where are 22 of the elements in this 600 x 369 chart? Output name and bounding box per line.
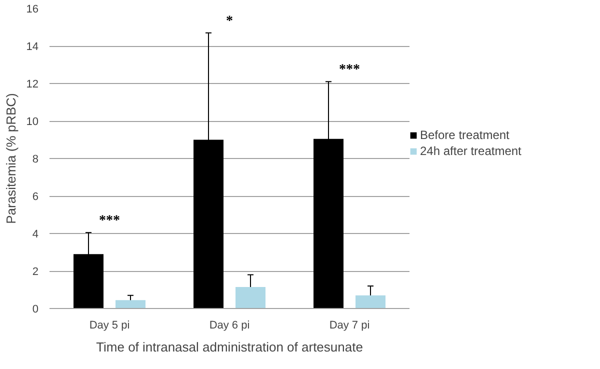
legend-label: Before treatment [420, 128, 510, 142]
y-tick-label: 14 [26, 41, 39, 53]
annotation: * [226, 14, 233, 29]
legend-label: 24h after treatment [420, 144, 522, 158]
bar [236, 286, 266, 308]
x-tick-label: Day 5 pi [89, 320, 130, 332]
y-axis-title: Parasitemia (% pRBC) [3, 93, 18, 224]
annotation: *** [339, 62, 360, 78]
bar [116, 300, 146, 308]
y-tick-label: 10 [26, 116, 39, 128]
y-tick-label: 12 [26, 78, 39, 90]
x-axis-title: Time of intranasal administration of artesunate [96, 340, 363, 354]
y-tick-label: 8 [32, 154, 39, 166]
y-tick-label: 16 [26, 4, 39, 16]
y-tick-label: 4 [32, 228, 39, 240]
x-tick-label: Day 6 pi [209, 320, 250, 332]
x-tick-label: Day 7 pi [329, 320, 370, 332]
y-tick-label: 6 [32, 191, 39, 203]
bar [356, 295, 386, 308]
annotation: *** [99, 214, 120, 229]
y-tick-label: 0 [32, 304, 39, 316]
y-tick-label: 2 [32, 266, 39, 278]
